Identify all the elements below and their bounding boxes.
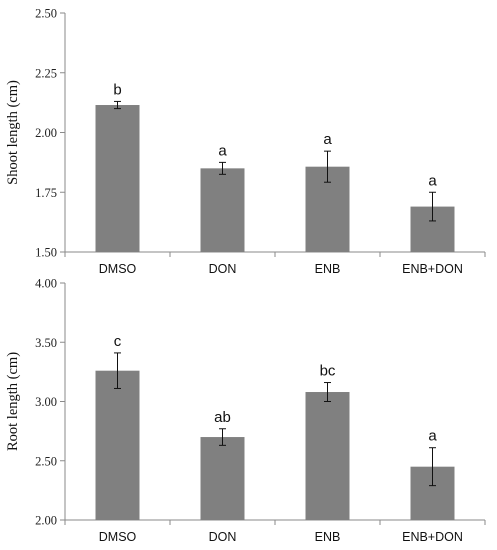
- y-tick-label: 2.25: [35, 66, 57, 80]
- y-axis-label: Root length (cm): [5, 352, 21, 451]
- bar-enb: [305, 392, 350, 520]
- significance-label: a: [428, 172, 437, 189]
- significance-label: a: [323, 131, 332, 148]
- y-tick-label: 1.50: [35, 246, 57, 260]
- chart-panel-1: 1.50 1.75 2.00 2.25 2.50 Shoot length (cm) b DM…: [5, 7, 486, 276]
- bar-dmso: [95, 370, 140, 520]
- category-label: ENB: [315, 262, 341, 276]
- category-label: ENB+DON: [402, 262, 463, 276]
- category-label: DON: [209, 262, 237, 276]
- y-tick-label: 4.00: [35, 277, 57, 291]
- y-tick-label: 2.50: [35, 7, 57, 21]
- y-tick-label: 2.00: [35, 126, 57, 140]
- category-label: DMSO: [99, 530, 137, 544]
- y-tick-label: 2.00: [35, 514, 57, 528]
- y-tick-label: 3.00: [35, 395, 57, 409]
- significance-label: a: [428, 428, 437, 445]
- category-label: DON: [209, 530, 237, 544]
- significance-label: c: [114, 333, 122, 350]
- chart-panel-2: 2.00 2.50 3.00 3.50 4.00 Root length (cm) c DMS…: [5, 277, 486, 544]
- significance-label: b: [113, 81, 121, 98]
- bar-dmso: [95, 105, 140, 252]
- significance-label: a: [218, 142, 227, 159]
- y-tick-label: 1.75: [35, 186, 57, 200]
- bar-don: [200, 168, 245, 252]
- category-label: ENB: [315, 530, 341, 544]
- bar-don: [200, 437, 245, 520]
- category-label: DMSO: [99, 262, 137, 276]
- category-label: ENB+DON: [402, 530, 463, 544]
- y-tick-label: 3.50: [35, 336, 57, 350]
- y-axis-label: Shoot length (cm): [5, 80, 21, 185]
- significance-label: ab: [214, 409, 231, 426]
- significance-label: bc: [320, 363, 336, 380]
- y-tick-label: 2.50: [35, 454, 57, 468]
